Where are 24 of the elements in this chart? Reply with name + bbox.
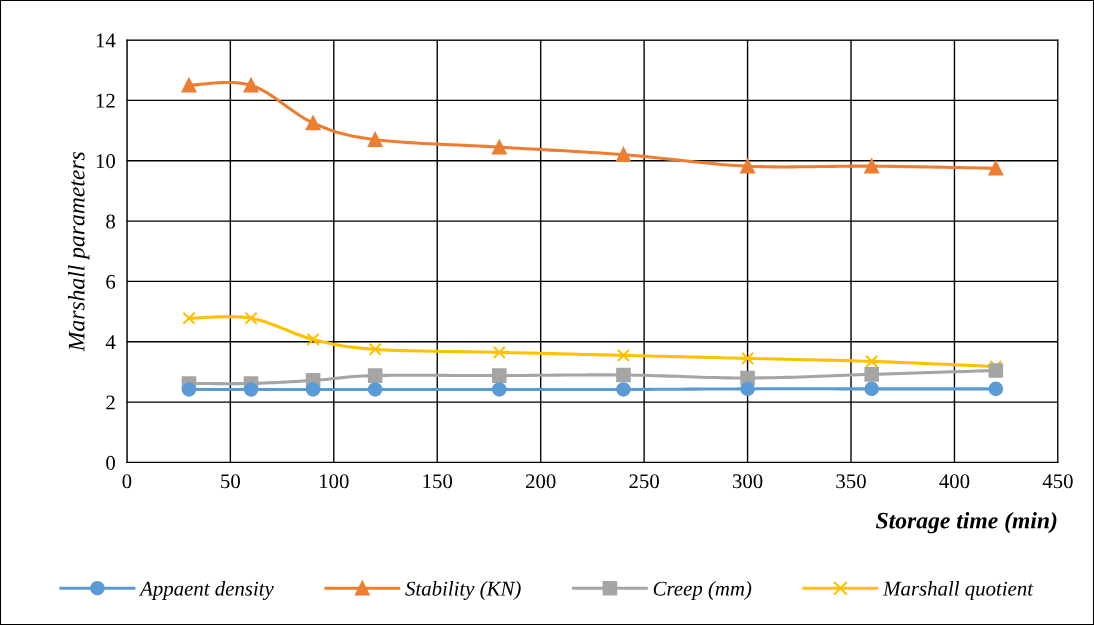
x-tick-label: 100 — [320, 474, 349, 489]
x-tick-label: 200 — [525, 474, 556, 489]
legend-label: Marshall quotient — [882, 581, 1034, 600]
x-tick-label: 0 — [122, 474, 132, 489]
y-tick-label: 12 — [96, 93, 115, 108]
y-tick-label: 14 — [96, 33, 116, 48]
x-axis-title: Storage time (min) — [876, 511, 1057, 534]
y-axis-title: Marshall parameters — [67, 151, 90, 352]
legend-label: Stability (KN) — [405, 581, 521, 600]
x-tick-label: 150 — [423, 474, 453, 489]
y-tick-label: 6 — [106, 274, 116, 289]
y-tick-label: 8 — [106, 214, 115, 229]
y-tick-label: 2 — [106, 395, 115, 410]
x-tick-label: 50 — [221, 474, 240, 489]
x-tick-label: 300 — [732, 474, 763, 489]
x-tick-label: 250 — [629, 474, 659, 489]
x-tick-label: 400 — [939, 474, 970, 489]
x-tick-label: 350 — [836, 474, 866, 489]
y-tick-label: 10 — [96, 154, 115, 169]
legend-label: Appaent density — [138, 581, 274, 600]
legend-label: Creep (mm) — [653, 581, 752, 600]
y-tick-label: 4 — [105, 335, 116, 350]
x-tick-label: 450 — [1042, 474, 1073, 489]
y-tick-label: 0 — [106, 455, 115, 470]
